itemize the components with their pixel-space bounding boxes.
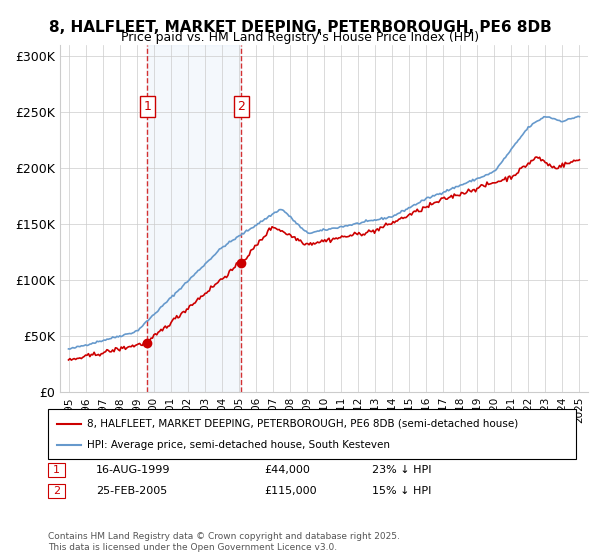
Text: £115,000: £115,000 [264,487,317,496]
Text: 2: 2 [53,487,60,496]
Text: 8, HALFLEET, MARKET DEEPING, PETERBOROUGH, PE6 8DB: 8, HALFLEET, MARKET DEEPING, PETERBOROUG… [49,20,551,35]
Text: 1: 1 [53,465,60,475]
Text: 8, HALFLEET, MARKET DEEPING, PETERBOROUGH, PE6 8DB (semi-detached house): 8, HALFLEET, MARKET DEEPING, PETERBOROUG… [87,419,518,429]
Text: 16-AUG-1999: 16-AUG-1999 [96,465,170,475]
Text: HPI: Average price, semi-detached house, South Kesteven: HPI: Average price, semi-detached house,… [87,440,390,450]
Text: 25-FEB-2005: 25-FEB-2005 [96,487,167,496]
Text: Price paid vs. HM Land Registry's House Price Index (HPI): Price paid vs. HM Land Registry's House … [121,31,479,44]
Text: 1: 1 [143,100,151,113]
Text: 23% ↓ HPI: 23% ↓ HPI [372,465,431,475]
Bar [147,45,241,392]
Text: 15% ↓ HPI: 15% ↓ HPI [372,487,431,496]
Text: Contains HM Land Registry data © Crown copyright and database right 2025.
This d: Contains HM Land Registry data © Crown c… [48,532,400,552]
Text: £44,000: £44,000 [264,465,310,475]
Text: 2: 2 [238,100,245,113]
